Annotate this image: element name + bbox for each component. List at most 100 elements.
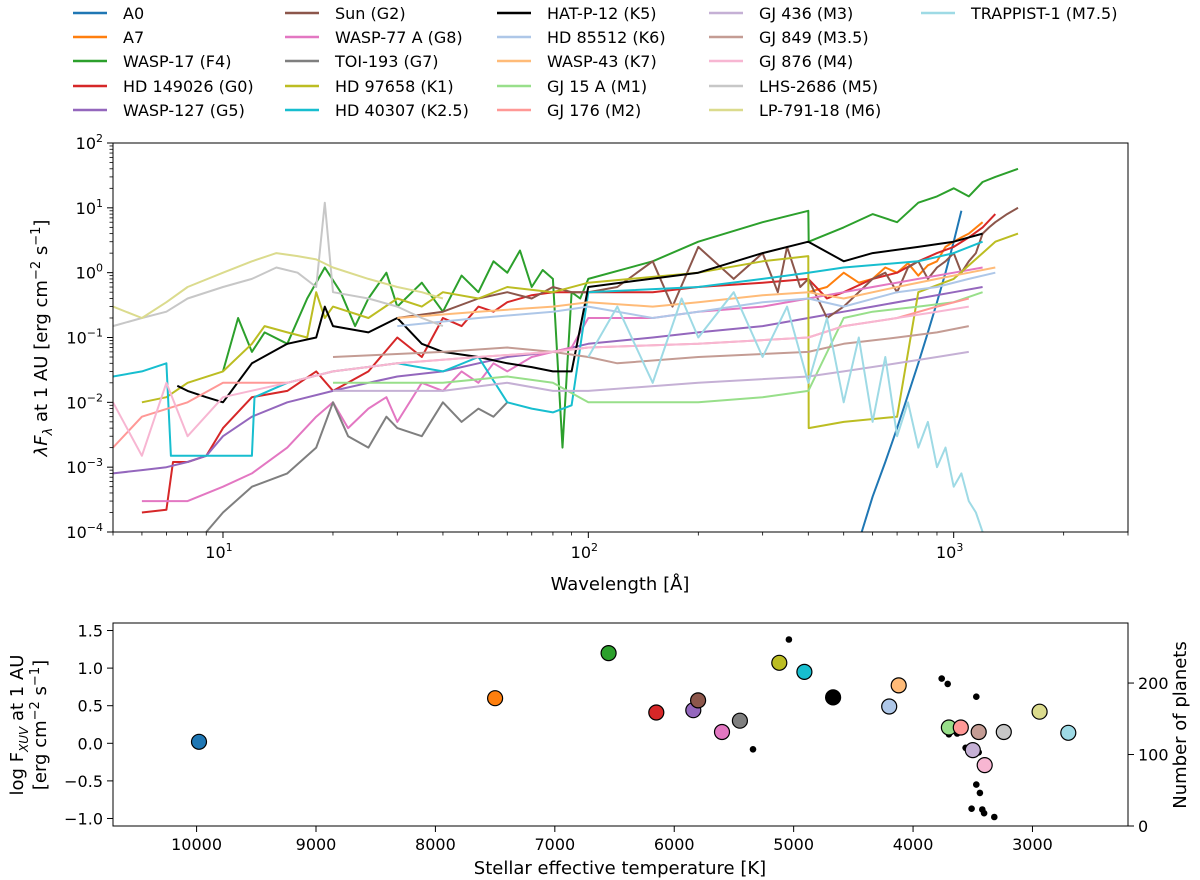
legend-entry-toi-193-g7: TOI-193 (G7) [285, 52, 439, 71]
star-point-hat-p-12-k5 [824, 689, 842, 706]
star-point-hd-40307-k2-5 [796, 663, 813, 681]
star-point-a7 [487, 690, 504, 707]
legend-label: TOI-193 (G7) [334, 52, 439, 71]
legend-label: HD 149026 (G0) [123, 77, 254, 96]
star-point-wasp-17-f4 [600, 644, 617, 662]
planet-point [973, 781, 980, 788]
planet-point [785, 636, 793, 643]
x-tick-label: 7000 [534, 835, 575, 854]
legend-entry-lp-791-18-m6: LP-791-18 (M6) [709, 101, 881, 120]
x-tick-label: 103 [936, 541, 963, 562]
y2-tick-label: 100 [1138, 746, 1169, 765]
y-tick-label: 10−3 [66, 456, 103, 477]
planet-point [980, 809, 988, 817]
series-line-toi-193-g7 [205, 401, 509, 532]
y2-tick-label: 200 [1138, 674, 1169, 693]
legend-label: GJ 849 (M3.5) [759, 28, 869, 47]
series-line-trappist-1-m7-5 [587, 291, 984, 532]
x-tick-label: 102 [571, 541, 598, 562]
star-point-wasp-77-a-g8 [713, 723, 731, 741]
legend-entry-trappist-1-m7-5: TRAPPIST-1 (M7.5) [921, 4, 1117, 23]
teff-y2-axis-label: Number of planets [1170, 641, 1191, 808]
legend-label: HD 85512 (K6) [547, 28, 666, 47]
y-tick-label: 100 [76, 262, 103, 283]
series-line-sun-g2 [397, 206, 1019, 319]
legend-label: HAT-P-12 (K5) [547, 4, 656, 23]
teff-axes-frame [112, 622, 1129, 827]
legend: A0 A7 WASP-17 (F4) HD 149026 (G0) WASP-127 (… [73, 4, 1117, 120]
legend-entry-sun-g2: Sun (G2) [285, 4, 406, 23]
legend-entry-hd-97658-k1: HD 97658 (K1) [285, 77, 454, 96]
series-line-hd-85512-k6 [397, 271, 996, 328]
teff-x-axis-label: Stellar effective temperature [K] [474, 858, 766, 879]
series-line-hd-97658-k1 [141, 232, 1019, 430]
legend-entry-gj-15-a-m1: GJ 15 A (M1) [497, 77, 647, 96]
legend-label: WASP-77 A (G8) [335, 28, 463, 47]
legend-label: HD 40307 (K2.5) [335, 101, 469, 120]
legend-label: TRAPPIST-1 (M7.5) [970, 4, 1117, 23]
series-line-a7 [808, 221, 984, 294]
series-line-wasp-17-f4 [222, 167, 1019, 449]
y-tick-label: 10−4 [66, 521, 103, 542]
legend-label: WASP-127 (G5) [123, 101, 245, 120]
legend-entry-gj-849-m3-5: GJ 849 (M3.5) [709, 28, 869, 47]
star-point-toi-193-g7 [731, 712, 749, 729]
legend-label: A0 [123, 4, 144, 23]
spectrum-y-axis-label: λFλ at 1 AU [erg cm−2 s−1] [29, 220, 56, 458]
legend-entry-wasp-127-g5: WASP-127 (G5) [73, 101, 245, 120]
teff-ticks: 10000 9000 8000 7000 6000 5000 4000 3000 −1.0 −0.… [64, 622, 1168, 854]
series-line-gj-176-m2 [113, 297, 970, 449]
legend-label: WASP-17 (F4) [123, 52, 231, 71]
spectrum-chart: 101 102 103 10−4 10−3 10−2 10−1 100 101 102 Wavel… [29, 132, 1129, 595]
y-tick-label: 1.5 [78, 622, 103, 641]
teff-flux-chart: 10000 9000 8000 7000 6000 5000 4000 3000 −1.0 −0.… [7, 622, 1191, 879]
x-tick-label: 8000 [415, 835, 456, 854]
star-point-lp-791-18-m6 [1031, 703, 1048, 720]
legend-label: GJ 15 A (M1) [547, 77, 647, 96]
y-tick-label: 0.5 [78, 697, 103, 716]
legend-label: WASP-43 (K7) [547, 52, 657, 71]
legend-entry-a7: A7 [73, 28, 144, 47]
star-point-gj-876-m4 [976, 756, 993, 774]
planet-point [938, 675, 945, 682]
legend-label: HD 97658 (K1) [335, 77, 454, 96]
series-line-gj-15-a-m1 [333, 291, 983, 404]
series-line-a0 [860, 210, 963, 532]
series-line-hat-p-12-k5 [176, 232, 983, 404]
legend-label: LP-791-18 (M6) [759, 101, 881, 120]
series-line-wasp-77-a-g8 [141, 266, 983, 503]
x-tick-label: 6000 [654, 835, 695, 854]
spectrum-axes-frame [112, 142, 1129, 533]
star-point-gj-176-m2 [952, 719, 969, 736]
spectrum-x-axis-label: Wavelength [Å] [551, 573, 690, 595]
series-line-gj-849-m3-5 [332, 325, 969, 365]
star-point-gj-436-m3 [964, 741, 981, 759]
star-point-hd-149026-g0 [648, 704, 665, 721]
series-line-gj-876-m4 [113, 305, 969, 457]
planet-point [968, 805, 975, 812]
series-line-lp-791-18-m6 [113, 252, 444, 319]
x-tick-label: 10000 [171, 835, 222, 854]
star-point-lhs-2686-m5 [995, 723, 1012, 741]
series-line-wasp-127-g5 [113, 286, 983, 475]
y-tick-label: −0.5 [64, 772, 103, 791]
y2-tick-label: 0 [1138, 817, 1148, 836]
y-tick-label: 0.0 [78, 734, 103, 753]
legend-entry-gj-176-m2: GJ 176 (M2) [497, 101, 641, 120]
legend-entry-lhs-2686-m5: LHS-2686 (M5) [709, 77, 878, 96]
planet-point [749, 746, 757, 753]
y-tick-label: 101 [76, 197, 103, 218]
legend-label: GJ 876 (M4) [759, 52, 853, 71]
star-point-gj-849-m3-5 [970, 723, 987, 741]
legend-entry-hd-40307-k2-5: HD 40307 (K2.5) [285, 101, 469, 120]
spectrum-series-group [113, 167, 1019, 532]
planet-point [973, 693, 980, 700]
legend-label: GJ 436 (M3) [759, 4, 853, 23]
y-tick-label: 10−2 [66, 391, 103, 412]
legend-entry-a0: A0 [73, 4, 144, 23]
series-line-hd-149026-g0 [141, 213, 997, 514]
legend-entry-hd-85512-k6: HD 85512 (K6) [497, 28, 666, 47]
planet-point [991, 813, 998, 821]
series-line-lhs-2686-m5 [113, 201, 444, 328]
